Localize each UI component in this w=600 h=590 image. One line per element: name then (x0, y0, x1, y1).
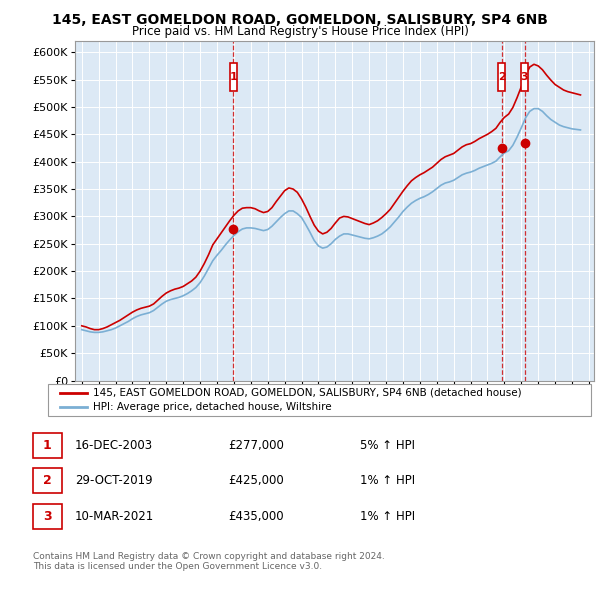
Text: 1: 1 (43, 439, 52, 452)
Text: 3: 3 (521, 72, 529, 82)
Text: 1% ↑ HPI: 1% ↑ HPI (360, 510, 415, 523)
Text: 1% ↑ HPI: 1% ↑ HPI (360, 474, 415, 487)
Text: 5% ↑ HPI: 5% ↑ HPI (360, 439, 415, 452)
Text: £435,000: £435,000 (228, 510, 284, 523)
Text: 1: 1 (229, 72, 237, 82)
Text: 3: 3 (43, 510, 52, 523)
Text: 29-OCT-2019: 29-OCT-2019 (75, 474, 152, 487)
FancyBboxPatch shape (498, 63, 505, 90)
Text: 145, EAST GOMELDON ROAD, GOMELDON, SALISBURY, SP4 6NB: 145, EAST GOMELDON ROAD, GOMELDON, SALIS… (52, 13, 548, 27)
FancyBboxPatch shape (230, 63, 236, 90)
FancyBboxPatch shape (521, 63, 528, 90)
Text: 2: 2 (497, 72, 505, 82)
Text: 16-DEC-2003: 16-DEC-2003 (75, 439, 153, 452)
Text: 10-MAR-2021: 10-MAR-2021 (75, 510, 154, 523)
Text: Price paid vs. HM Land Registry's House Price Index (HPI): Price paid vs. HM Land Registry's House … (131, 25, 469, 38)
Text: 2: 2 (43, 474, 52, 487)
Text: 145, EAST GOMELDON ROAD, GOMELDON, SALISBURY, SP4 6NB (detached house): 145, EAST GOMELDON ROAD, GOMELDON, SALIS… (93, 388, 521, 398)
Text: £425,000: £425,000 (228, 474, 284, 487)
Text: £277,000: £277,000 (228, 439, 284, 452)
Text: Contains HM Land Registry data © Crown copyright and database right 2024.
This d: Contains HM Land Registry data © Crown c… (33, 552, 385, 571)
Text: HPI: Average price, detached house, Wiltshire: HPI: Average price, detached house, Wilt… (93, 402, 332, 412)
